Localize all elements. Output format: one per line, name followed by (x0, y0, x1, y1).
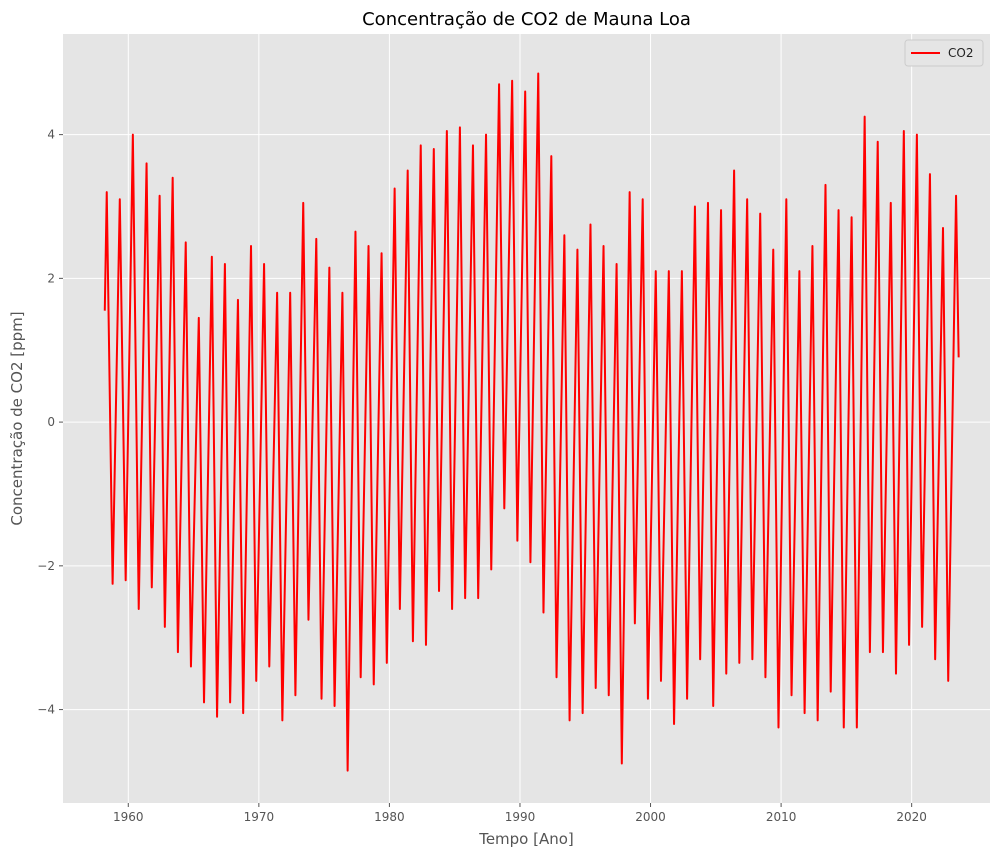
x-tick-label: 2010 (766, 810, 797, 824)
y-tick-label: 0 (47, 415, 55, 429)
x-tick-label: 1980 (374, 810, 405, 824)
legend: CO2 (904, 39, 984, 67)
x-tick-label: 1990 (505, 810, 536, 824)
x-tick-label: 1960 (113, 810, 144, 824)
y-axis-label: Concentração de CO2 [ppm] (8, 311, 26, 525)
x-tick-label: 2020 (896, 810, 927, 824)
legend-label-co2: CO2 (948, 46, 973, 60)
y-tick-label: 2 (47, 271, 55, 285)
series-layer (103, 72, 960, 772)
series-line-co2 (103, 72, 960, 772)
chart-title: Concentração de CO2 de Mauna Loa (362, 9, 691, 30)
x-tick-label: 2000 (635, 810, 666, 824)
y-axis-ticks: −4 −2 0 2 4 (37, 128, 63, 717)
x-tick-label: 1970 (244, 810, 275, 824)
y-tick-label: 4 (47, 128, 55, 142)
y-tick-label: −2 (37, 559, 55, 573)
x-axis-label: Tempo [Ano] (478, 830, 574, 848)
y-tick-label: −4 (37, 703, 55, 717)
legend-box (904, 39, 984, 67)
x-axis-ticks: 1960 1970 1980 1990 2000 2010 2020 (113, 803, 927, 824)
